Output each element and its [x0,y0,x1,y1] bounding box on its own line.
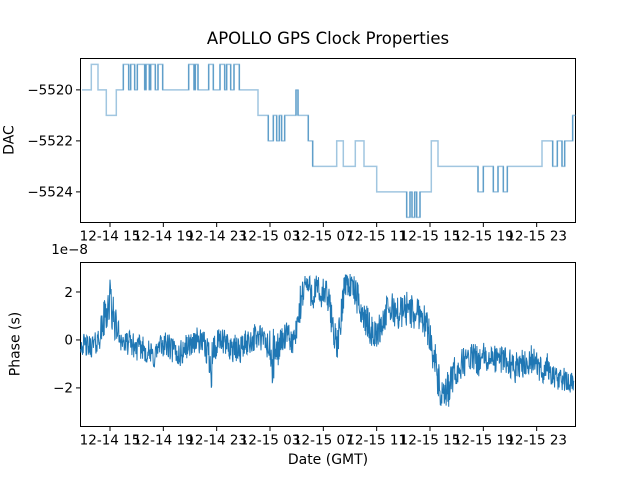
y-tick-label: −5524 [27,185,73,201]
x-tick-label: 12-15 15 [400,229,461,245]
x-tick-label: 12-14 15 [80,229,141,245]
x-tick-label: 12-15 15 [400,433,461,449]
dac-step-line [82,63,576,219]
y-axis-offset-text: 1e−8 [51,242,88,258]
y-tick-label: 2 [64,285,73,301]
x-tick-label: 12-15 07 [293,433,354,449]
x-tick-label: 12-15 03 [240,229,301,245]
x-tick-label: 12-15 23 [506,433,567,449]
x-axis-label: Date (GMT) [287,452,369,468]
x-tick-label: 12-15 03 [240,433,301,449]
y-tick-label: 0 [64,333,73,349]
y-tick-label: −5522 [27,134,73,150]
x-tick-label: 12-15 19 [453,229,514,245]
x-tick-label: 12-14 23 [186,229,247,245]
x-tick-label: 12-15 11 [346,433,407,449]
phase-noise-line [80,273,575,407]
phase-plot-area [80,262,576,427]
x-tick-label: 12-14 19 [133,229,194,245]
dac-y-axis-label: DAC [1,125,18,155]
phase-y-axis-label: Phase (s) [7,311,24,377]
x-tick-label: 12-14 23 [186,433,247,449]
dac-plot-area [80,58,576,223]
chart-title: APOLLO GPS Clock Properties [206,29,450,48]
y-tick-label: −2 [53,381,73,397]
y-tick-label: −5520 [27,83,73,99]
x-tick-label: 12-14 15 [80,433,141,449]
x-tick-label: 12-15 19 [453,433,514,449]
x-tick-label: 12-15 07 [293,229,354,245]
x-tick-label: 12-14 19 [133,433,194,449]
x-tick-label: 12-15 23 [506,229,567,245]
x-tick-label: 12-15 11 [346,229,407,245]
